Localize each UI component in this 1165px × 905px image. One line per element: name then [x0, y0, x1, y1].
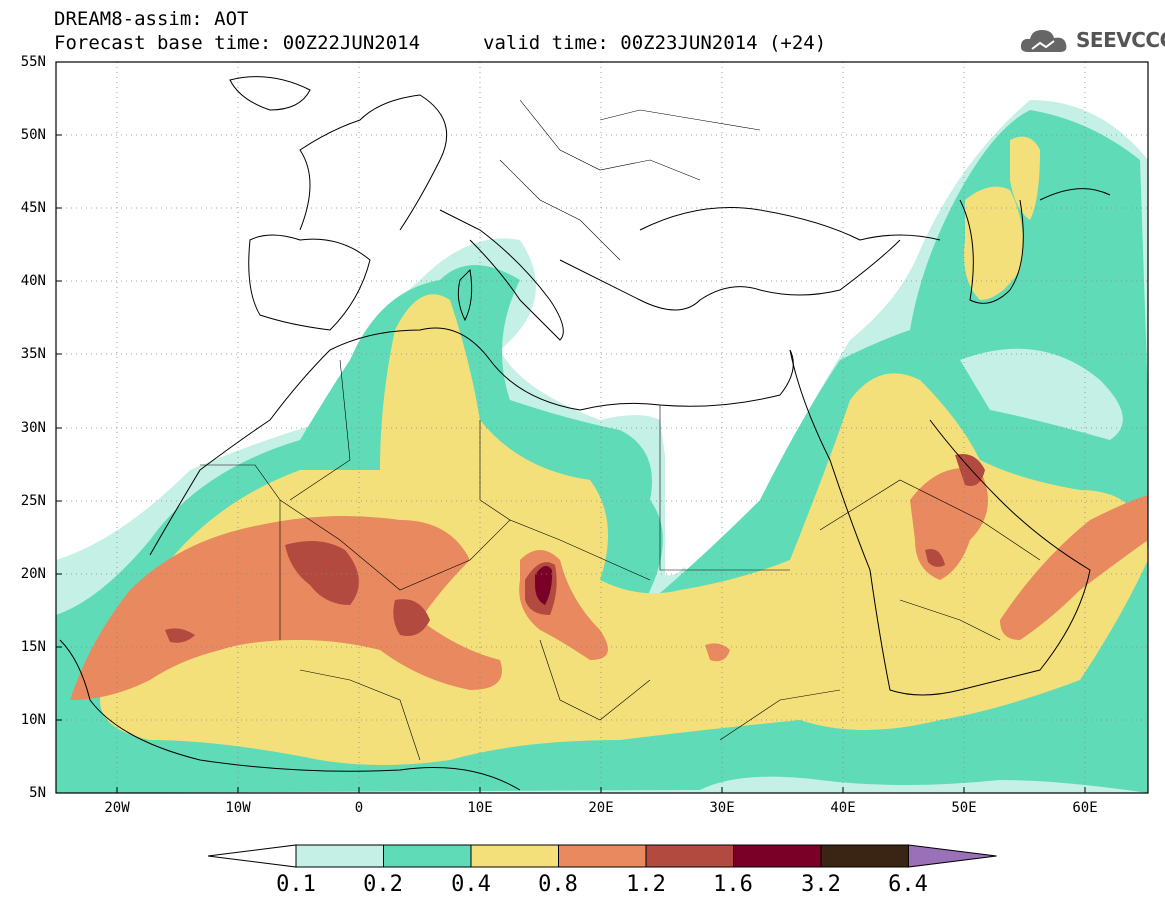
lat-label: 50N — [20, 127, 46, 143]
colorbar-label: 0.4 — [451, 872, 491, 897]
aot-field — [56, 62, 1148, 793]
seevccc-logo: SEEVCCC — [1018, 22, 1165, 58]
colorbar-label: 6.4 — [888, 872, 928, 897]
lat-label: 20N — [20, 566, 46, 582]
lat-label: 25N — [20, 493, 46, 509]
valid-time: valid time: 00Z23JUN2014 (+24) — [483, 32, 827, 54]
map-title: DREAM8-assim: AOT — [54, 8, 249, 30]
colorbar-label: 0.2 — [363, 872, 403, 897]
lat-label: 10N — [20, 712, 46, 728]
lon-label: 20W — [104, 800, 130, 816]
lat-label: 45N — [20, 200, 46, 216]
lon-label: 50E — [951, 800, 977, 816]
coastlines — [59, 76, 1111, 791]
lat-label: 30N — [20, 420, 46, 436]
lon-label: 60E — [1072, 800, 1098, 816]
lat-label: 35N — [20, 346, 46, 362]
lat-label: 55N — [20, 54, 46, 70]
colorbar-label: 0.1 — [276, 872, 316, 897]
logo-text: SEEVCCC — [1076, 28, 1165, 52]
colorbar-label: 1.6 — [713, 872, 753, 897]
borders — [200, 99, 1041, 761]
lat-label: 40N — [20, 273, 46, 289]
lon-label: 10E — [467, 800, 493, 816]
lon-label: 0 — [354, 800, 364, 816]
lon-label: 10W — [225, 800, 251, 816]
colorbar-label: 0.8 — [538, 872, 578, 897]
colorbar-label: 1.2 — [626, 872, 666, 897]
lat-label: 15N — [20, 639, 46, 655]
colorbar-label: 3.2 — [801, 872, 841, 897]
lon-label: 30E — [709, 800, 735, 816]
lon-label: 40E — [830, 800, 856, 816]
forecast-base-time: Forecast base time: 00Z22JUN2014 — [54, 32, 421, 54]
lon-label: 20E — [588, 800, 614, 816]
cloud-icon — [1020, 30, 1067, 52]
lat-label: 5N — [29, 785, 46, 801]
